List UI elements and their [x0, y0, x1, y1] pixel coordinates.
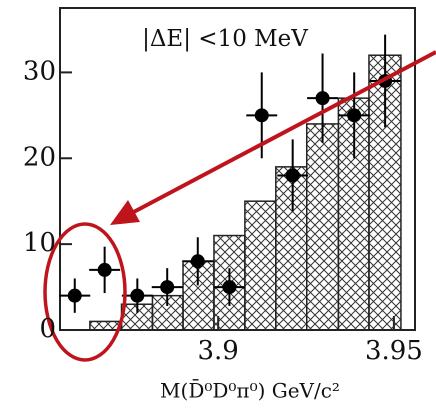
- x-tick-label: 3.95: [365, 336, 423, 366]
- data-point: [285, 168, 300, 183]
- data-point: [160, 280, 175, 295]
- data-point: [315, 91, 330, 106]
- data-point: [254, 108, 269, 123]
- data-point: [190, 254, 205, 269]
- x-tick-label: 3.9: [197, 336, 238, 366]
- y-tick-label: 10: [23, 228, 56, 258]
- data-point: [130, 288, 145, 303]
- y-tick-label: 0: [39, 314, 56, 344]
- data-point: [67, 288, 82, 303]
- histogram-bin: [275, 166, 308, 331]
- annotation-arrow: [127, 50, 436, 217]
- data-point: [97, 262, 112, 277]
- arrow-head: [110, 200, 140, 225]
- x-axis-label: M(D̄⁰D⁰π⁰) GeV/c²: [160, 378, 340, 403]
- chart-title: |ΔE| <10 MeV: [142, 26, 308, 52]
- plot-layer: [59, 34, 402, 331]
- y-tick-label: 20: [23, 142, 56, 172]
- y-tick-label: 30: [23, 56, 56, 86]
- histogram-bin: [89, 320, 123, 331]
- histogram-bin: [244, 200, 277, 331]
- data-point: [222, 280, 237, 295]
- highlight-ellipse: [43, 222, 127, 362]
- data-point: [347, 108, 362, 123]
- histogram-bin: [305, 123, 340, 331]
